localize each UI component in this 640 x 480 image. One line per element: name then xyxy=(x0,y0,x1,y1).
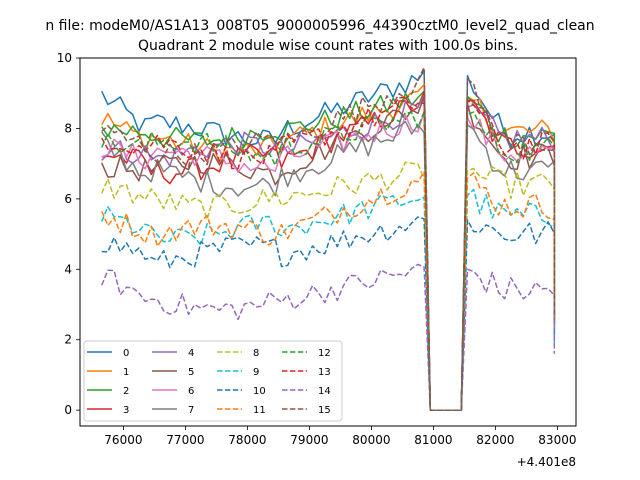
chart-title: Quadrant 2 module wise count rates with … xyxy=(138,38,518,54)
y-tick-label: 8 xyxy=(64,121,72,135)
y-axis: 0 2 4 6 8 10 xyxy=(57,51,80,417)
series-line-8 xyxy=(101,161,556,411)
legend-label-3: 3 xyxy=(123,405,129,416)
series-line-14 xyxy=(101,263,556,411)
y-tick-label: 0 xyxy=(64,403,72,417)
series-line-7 xyxy=(101,120,556,411)
x-tick-label: 79000 xyxy=(290,433,328,447)
series-line-9 xyxy=(101,188,556,411)
legend-label-1: 1 xyxy=(123,367,129,378)
series-line-10 xyxy=(101,216,556,411)
legend-label-15: 15 xyxy=(318,405,331,416)
axes-frame xyxy=(79,57,577,427)
x-tick-label: 78000 xyxy=(228,433,266,447)
legend-label-12: 12 xyxy=(318,348,331,359)
y-tick-label: 6 xyxy=(64,192,72,206)
legend-label-4: 4 xyxy=(188,348,194,359)
series-line-13 xyxy=(101,96,556,411)
x-tick-label: 80000 xyxy=(352,433,390,447)
legend-label-7: 7 xyxy=(188,405,194,416)
series-line-0 xyxy=(101,69,556,411)
legend-label-10: 10 xyxy=(253,386,266,397)
legend-frame xyxy=(83,340,343,422)
legend-label-2: 2 xyxy=(123,386,129,397)
legend-label-5: 5 xyxy=(188,367,194,378)
legend-label-13: 13 xyxy=(318,367,331,378)
x-tick-label: 83000 xyxy=(538,433,576,447)
x-tick-label: 82000 xyxy=(476,433,514,447)
legend-label-6: 6 xyxy=(188,386,194,397)
series-line-11 xyxy=(101,171,556,411)
legend-label-9: 9 xyxy=(253,367,259,378)
series-line-15 xyxy=(101,66,556,411)
series-line-12 xyxy=(101,111,556,411)
y-tick-label: 2 xyxy=(64,333,72,347)
legend-label-11: 11 xyxy=(253,405,266,416)
legend-label-0: 0 xyxy=(123,348,129,359)
figure-suptitle: n file: modeM0/AS1A13_008T05_9000005996_… xyxy=(45,18,594,34)
y-tick-label: 10 xyxy=(57,51,72,65)
x-tick-label: 81000 xyxy=(414,433,452,447)
x-axis-offset-text: +4.401e8 xyxy=(517,455,576,469)
x-tick-label: 76000 xyxy=(104,433,142,447)
series-layer xyxy=(101,66,556,411)
legend-label-14: 14 xyxy=(318,386,331,397)
y-tick-label: 4 xyxy=(64,262,72,276)
x-axis: 76000 77000 78000 79000 80000 81000 82000 83000 xyxy=(104,426,576,447)
legend-label-8: 8 xyxy=(253,348,259,359)
x-tick-label: 77000 xyxy=(166,433,204,447)
